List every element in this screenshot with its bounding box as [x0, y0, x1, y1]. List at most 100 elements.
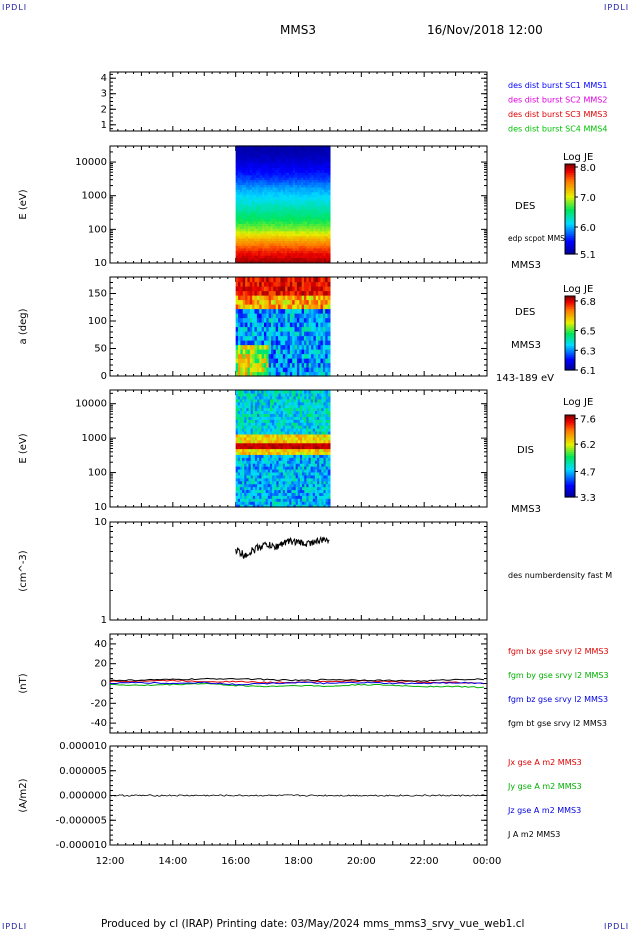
- ion-spectrogram-cell: [314, 480, 318, 485]
- spectrogram-cell: [260, 247, 263, 251]
- spectrogram-cell: [323, 259, 327, 263]
- spectrogram-cell: [239, 191, 243, 195]
- spectrogram-cell: [293, 189, 296, 193]
- pitch-angle-cell: [287, 344, 291, 350]
- spectrogram-cell: [319, 213, 323, 217]
- spectrogram-cell: [239, 213, 243, 217]
- ion-spectrogram-cell: [327, 489, 331, 493]
- colorbar-segment: [565, 344, 575, 347]
- pitch-angle-cell: [271, 281, 274, 287]
- spectrogram-cell: [262, 179, 265, 183]
- spectrogram-cell: [301, 225, 304, 229]
- spectrogram-cell: [278, 238, 282, 242]
- spectrogram-cell: [260, 155, 263, 159]
- spectrogram-cell: [288, 250, 292, 254]
- pitch-angle-cell: [289, 281, 293, 287]
- spectrogram-cell: [276, 177, 280, 181]
- ion-spectrogram-cell: [246, 477, 250, 482]
- ion-spectrogram-cell: [237, 474, 241, 479]
- spectrogram-cell: [256, 194, 259, 198]
- ion-spectrogram-cell: [287, 445, 290, 450]
- spectrogram-cell: [321, 196, 325, 200]
- pitch-angle-cell: [280, 277, 284, 283]
- colorbar-segment: [565, 179, 575, 183]
- ion-spectrogram-cell: [282, 492, 286, 496]
- ion-spectrogram-cell: [306, 445, 310, 450]
- y-tick-label: 3: [101, 89, 107, 100]
- ion-spectrogram-cell: [261, 428, 265, 432]
- ion-spectrogram-cell: [323, 495, 327, 499]
- spectrogram-cell: [286, 216, 290, 220]
- ion-spectrogram-cell: [314, 463, 318, 467]
- spectrogram-cell: [247, 196, 251, 200]
- colorbar-segment: [565, 227, 575, 230]
- spectrogram-cell: [280, 150, 284, 154]
- spectrogram-cell: [280, 235, 284, 239]
- spectrogram-cell: [268, 225, 272, 229]
- ion-spectrogram-cell: [308, 436, 312, 441]
- ion-spectrogram-cell: [299, 454, 303, 458]
- spectrogram-cell: [274, 177, 278, 181]
- ion-spectrogram-cell: [265, 498, 269, 502]
- ion-spectrogram-cell: [276, 442, 280, 447]
- spectrogram-cell: [252, 155, 255, 159]
- pitch-angle-cell: [308, 344, 312, 350]
- pitch-angle-cell: [292, 353, 296, 359]
- ion-spectrogram-cell: [278, 428, 282, 432]
- ion-spectrogram-cell: [319, 480, 322, 485]
- ion-spectrogram-cell: [284, 460, 288, 464]
- ion-spectrogram-cell: [265, 489, 269, 493]
- ion-spectrogram-cell: [289, 448, 292, 453]
- colorbar-segment: [565, 238, 575, 242]
- ion-spectrogram-cell: [291, 468, 295, 473]
- ion-spectrogram-cell: [278, 498, 282, 502]
- spectrogram-cell: [303, 157, 306, 161]
- ion-spectrogram-cell: [244, 433, 247, 438]
- spectrogram-cell: [252, 223, 255, 227]
- spectrogram-cell: [235, 181, 239, 185]
- spectrogram-cell: [319, 240, 323, 244]
- pitch-angle-cell: [245, 317, 249, 323]
- spectrogram-cell: [272, 223, 276, 227]
- spectrogram-cell: [278, 167, 282, 171]
- pitch-angle-cell: [292, 281, 296, 287]
- spectrogram-cell: [235, 152, 239, 156]
- pitch-angle-cell: [249, 290, 253, 296]
- pitch-angle-cell: [280, 304, 284, 310]
- ion-spectrogram-cell: [246, 486, 250, 491]
- ion-spectrogram-cell: [282, 460, 286, 464]
- spectrogram-cell: [235, 252, 239, 256]
- ion-spectrogram-cell: [319, 483, 322, 488]
- spectrogram-cell: [237, 257, 241, 261]
- spectrogram-cell: [288, 179, 292, 183]
- spectrogram-cell: [284, 196, 288, 200]
- ion-spectrogram-cell: [237, 495, 241, 499]
- y-tick-label: 2: [101, 104, 107, 115]
- spectrogram-cell: [276, 257, 280, 261]
- spectrogram-cell: [307, 211, 311, 215]
- spectrogram-cell: [252, 179, 255, 183]
- pitch-angle-cell: [271, 277, 274, 283]
- ion-spectrogram-cell: [248, 492, 252, 496]
- spectrogram-cell: [290, 238, 294, 242]
- spectrogram-cell: [315, 145, 319, 149]
- pitch-angle-cell: [259, 290, 263, 296]
- spectrogram-cell: [256, 230, 259, 234]
- spectrogram-cell: [295, 201, 298, 205]
- ion-spectrogram-cell: [282, 448, 286, 453]
- spectrogram-cell: [309, 218, 313, 222]
- spectrogram-cell: [235, 228, 239, 232]
- spectrogram-cell: [288, 196, 292, 200]
- spectrogram-cell: [327, 179, 331, 183]
- spectrogram-cell: [250, 162, 253, 166]
- ion-spectrogram-cell: [289, 471, 292, 476]
- spectrogram-cell: [286, 220, 290, 224]
- spectrogram-cell: [284, 255, 288, 259]
- ion-spectrogram-cell: [327, 492, 331, 496]
- pitch-angle-cell: [268, 317, 272, 323]
- spectrogram-cell: [323, 208, 327, 212]
- spectrogram-cell: [264, 230, 268, 234]
- ion-spectrogram-cell: [297, 492, 301, 496]
- colorbar-segment: [565, 166, 575, 170]
- pitch-angle-cell: [235, 353, 239, 359]
